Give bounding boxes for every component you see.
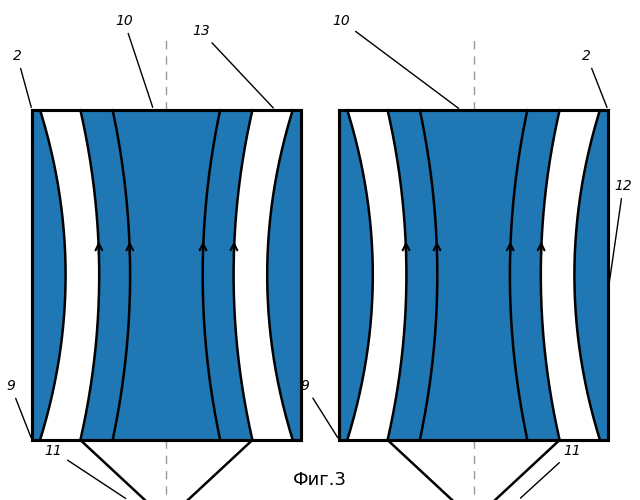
Text: 2: 2 [13, 49, 31, 108]
Text: 12: 12 [609, 179, 632, 289]
Bar [32, 110, 301, 440]
Text: 10: 10 [333, 14, 459, 108]
Polygon shape [348, 110, 406, 440]
Bar [339, 110, 608, 440]
Text: 9: 9 [301, 379, 338, 438]
Text: 2: 2 [582, 49, 607, 108]
Text: 11: 11 [45, 444, 125, 498]
Bar [339, 110, 608, 440]
Bar [32, 110, 301, 440]
Bar [32, 110, 301, 440]
Text: 9: 9 [6, 379, 31, 438]
Polygon shape [234, 110, 292, 440]
Text: 10: 10 [115, 14, 153, 108]
Text: 11: 11 [520, 444, 581, 498]
Polygon shape [541, 110, 600, 440]
Text: Фиг.3: Фиг.3 [293, 471, 347, 489]
Bar [339, 110, 608, 440]
Text: 13: 13 [192, 24, 273, 108]
Polygon shape [40, 110, 99, 440]
